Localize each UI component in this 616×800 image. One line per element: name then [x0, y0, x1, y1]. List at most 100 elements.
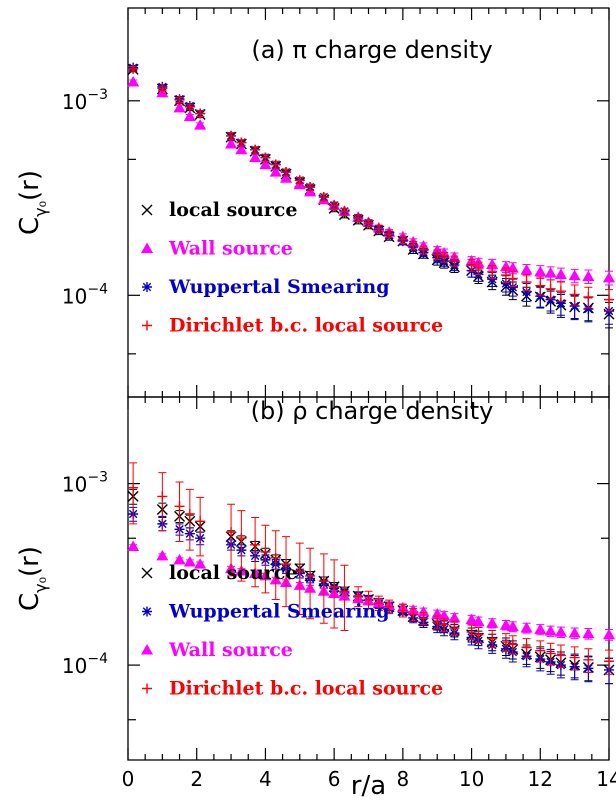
data-point	[554, 626, 567, 637]
panel-title: (a) π charge density	[251, 36, 492, 64]
legend-marker	[141, 567, 153, 579]
data-point	[544, 267, 557, 278]
data-point	[500, 637, 511, 648]
legend-label: Dirichlet b.c. local source	[169, 678, 443, 700]
data-point	[195, 108, 206, 119]
data-point	[449, 256, 460, 267]
data-point	[318, 576, 329, 587]
data-point	[535, 280, 546, 291]
data-point	[418, 613, 429, 624]
data-point	[486, 258, 499, 269]
data-point	[507, 282, 518, 293]
data-point	[384, 601, 395, 612]
data-point	[236, 137, 247, 148]
error-bar	[185, 488, 194, 551]
data-point	[544, 625, 557, 636]
data-point	[500, 278, 511, 289]
data-point	[473, 263, 484, 274]
error-bar	[306, 547, 315, 620]
data-point	[439, 252, 450, 263]
data-point	[432, 617, 443, 628]
data-point	[157, 83, 168, 94]
data-point	[534, 265, 547, 277]
data-point	[449, 623, 460, 634]
error-bar	[282, 536, 291, 608]
legend-entry: local source	[141, 199, 297, 221]
data-point	[156, 549, 169, 561]
data-point	[184, 508, 195, 519]
data-point	[487, 633, 498, 644]
legend-entry: local source	[141, 562, 297, 584]
data-point	[499, 260, 512, 272]
data-point	[521, 286, 532, 297]
data-point	[603, 271, 615, 283]
data-point	[270, 159, 281, 170]
data-point	[194, 558, 207, 569]
data-point	[582, 627, 595, 639]
data-point	[260, 546, 271, 557]
error-bar	[175, 481, 184, 542]
data-point	[466, 260, 477, 271]
data-point	[183, 555, 196, 567]
legend-marker	[141, 242, 153, 253]
data-point	[225, 137, 238, 149]
data-point	[127, 540, 140, 552]
legend-entry: Dirichlet b.c. local source	[142, 315, 443, 337]
legend-marker	[142, 606, 152, 617]
data-point	[183, 110, 196, 122]
data-point	[128, 63, 139, 74]
data-point	[259, 158, 272, 170]
data-point	[249, 151, 262, 163]
data-point	[583, 292, 594, 303]
legend-label: local source	[169, 199, 297, 221]
data-point	[305, 182, 316, 193]
data-point	[417, 606, 430, 617]
data-point	[194, 119, 207, 130]
data-point	[569, 652, 580, 663]
y-tick-label: 10−4	[62, 281, 108, 308]
data-point	[260, 152, 271, 163]
data-point	[157, 491, 168, 502]
data-point	[554, 268, 567, 279]
data-point	[507, 273, 518, 284]
legend-label: Wall source	[168, 238, 293, 260]
data-point	[569, 301, 580, 312]
legend-marker	[142, 320, 152, 331]
error-bar	[340, 564, 349, 632]
legend-label: Wuppertal Smearing	[168, 276, 390, 298]
data-point	[438, 609, 451, 621]
data-point	[184, 101, 195, 112]
data-point	[236, 533, 247, 544]
x-tick-label: 8	[396, 767, 409, 791]
data-point	[500, 270, 511, 281]
y-axis-label: Cγ₀(r)	[15, 170, 50, 235]
data-point	[534, 623, 547, 635]
data-point	[174, 501, 185, 512]
x-axis-label: r/a	[351, 771, 386, 800]
data-point	[604, 294, 614, 305]
data-point	[408, 609, 419, 620]
data-point	[439, 619, 450, 630]
data-point	[235, 143, 248, 155]
data-point	[506, 620, 519, 632]
legend-label: Dirichlet b.c. local source	[169, 315, 443, 337]
data-point	[250, 144, 261, 155]
data-point	[545, 283, 556, 294]
data-point	[397, 605, 408, 616]
data-point	[280, 172, 293, 183]
data-point	[226, 130, 237, 141]
data-point	[353, 591, 364, 602]
data-point	[363, 594, 374, 605]
x-tick-label: 6	[328, 767, 341, 791]
data-point	[432, 249, 443, 260]
error-bar	[271, 530, 280, 600]
legend-label: local source	[169, 562, 297, 584]
data-point	[499, 619, 512, 630]
y-tick-label: 10−3	[62, 87, 108, 114]
error-bar	[158, 472, 167, 532]
data-point	[318, 192, 329, 203]
data-point	[545, 648, 556, 659]
error-bar	[251, 517, 260, 588]
panel-b: 10−3 10−4 0 2 4 6 8 10 12 14 r/a Cγ₀(r) (b) ρ charge…	[15, 396, 616, 800]
x-tick-label: 10	[459, 767, 484, 791]
